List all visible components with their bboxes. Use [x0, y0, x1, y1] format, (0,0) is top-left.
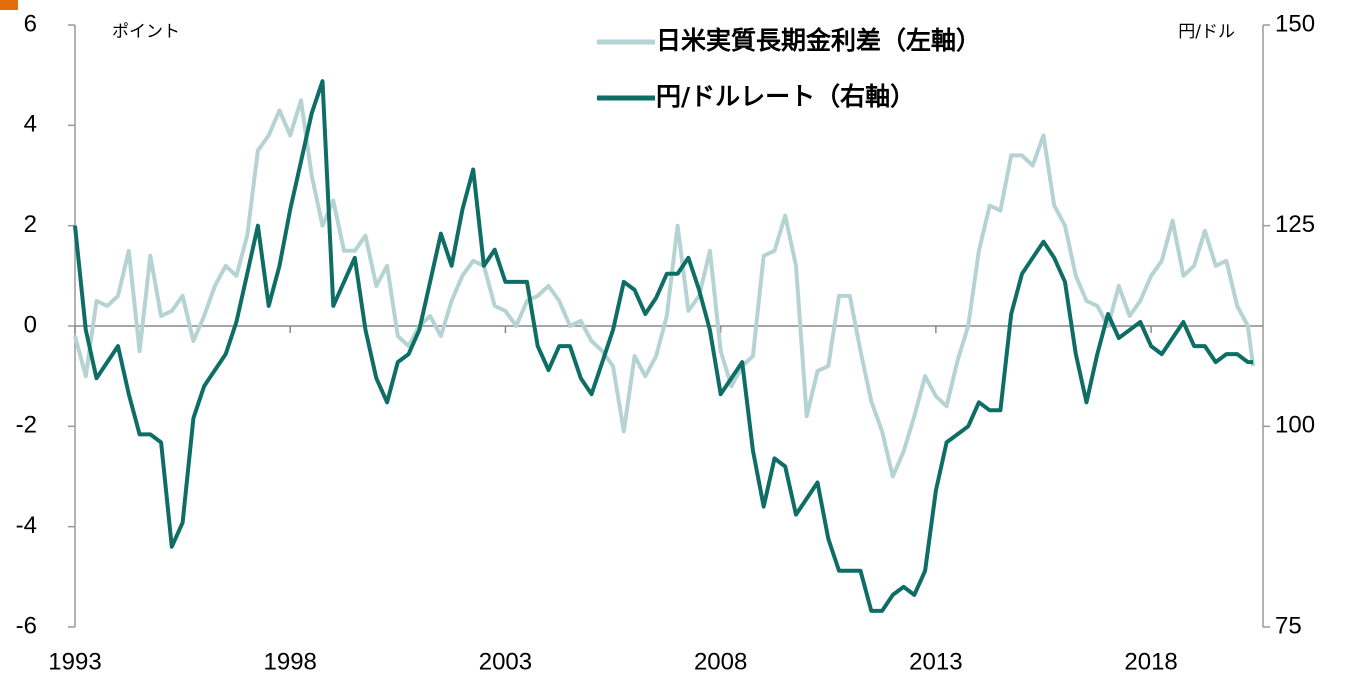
y2-tick-label: 125 [1275, 211, 1315, 238]
y-tick-label: -4 [16, 512, 37, 539]
y2-tick-label: 150 [1275, 10, 1315, 37]
legend-label: 日米実質長期金利差（左軸） [656, 26, 981, 55]
left-unit: ポイント [112, 22, 180, 42]
x-tick-label: 2008 [694, 648, 747, 675]
y-tick-label: 2 [24, 211, 37, 238]
y2-tick-label: 75 [1275, 612, 1302, 639]
x-tick-label: 1998 [264, 648, 317, 675]
series-line [73, 98, 1256, 479]
legend-label: 円/ドルレート（右軸） [656, 82, 915, 111]
y2-tick-label: 100 [1275, 412, 1315, 439]
y-tick-label: 4 [24, 111, 37, 138]
x-tick-label: 1993 [48, 648, 101, 675]
corner-accent [0, 0, 18, 10]
series-line [73, 79, 1254, 613]
y-tick-label: 0 [24, 311, 37, 338]
y-tick-label: 6 [24, 10, 37, 37]
x-tick-label: 2013 [909, 648, 962, 675]
x-tick-label: 2003 [479, 648, 532, 675]
y-tick-label: -2 [16, 412, 37, 439]
y-tick-label: -6 [16, 612, 37, 639]
right-unit: 円/ドル [1178, 22, 1235, 42]
x-tick-label: 2018 [1124, 648, 1177, 675]
